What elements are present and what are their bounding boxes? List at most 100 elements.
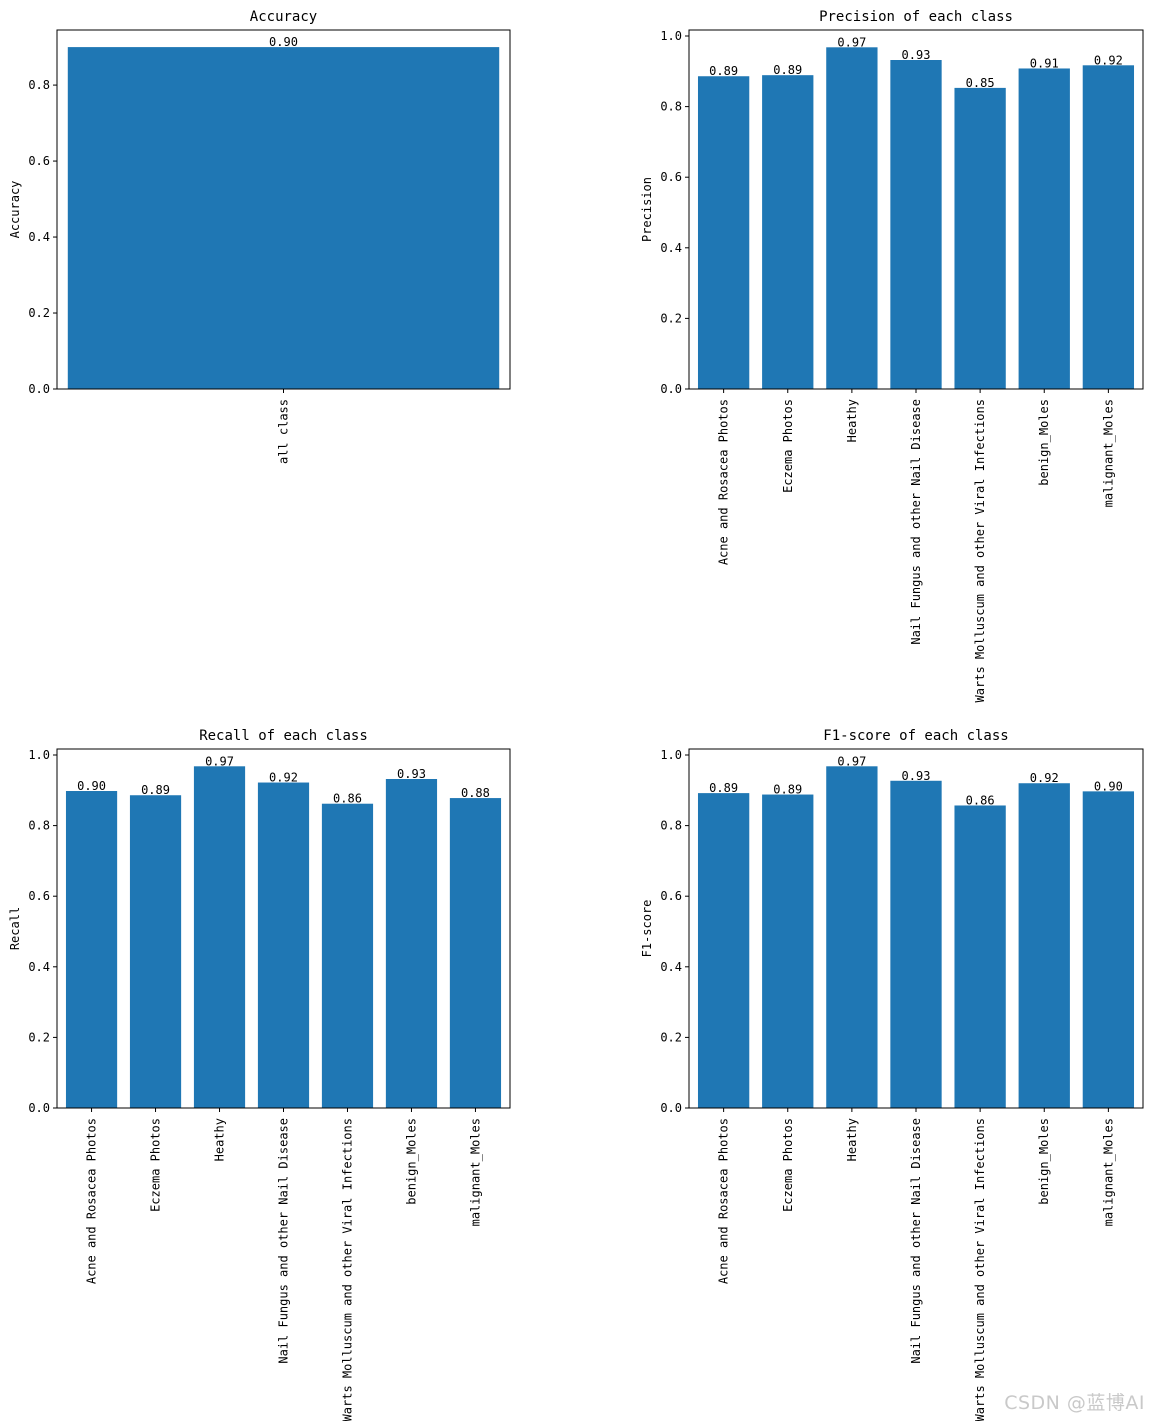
x-tick-label: Acne and Rosacea Photos bbox=[717, 1118, 731, 1284]
chart-panel-3: 0.90 0.89 0.97 0.92 0.86 0.93 0.88 0.0 0.2 0.4 0.6… bbox=[8, 728, 511, 1421]
x-tick-label: Heathy bbox=[845, 399, 859, 442]
y-tick-label: 0.0 bbox=[660, 1101, 682, 1115]
bar bbox=[762, 794, 814, 1108]
x-tick-label: Warts Molluscum and other Viral Infectio… bbox=[340, 1118, 354, 1421]
bar bbox=[954, 805, 1006, 1108]
bar-value-label: 0.89 bbox=[141, 783, 170, 797]
chart-title: F1-score of each class bbox=[823, 728, 1008, 744]
y-tick-label: 0.2 bbox=[660, 311, 682, 325]
bar bbox=[826, 47, 878, 390]
x-tick-label: Nail Fungus and other Nail Disease bbox=[909, 1118, 923, 1364]
y-axis-label: Accuracy bbox=[8, 181, 22, 239]
bar-value-label: 0.88 bbox=[461, 786, 490, 800]
y-axis-label: F1-score bbox=[640, 900, 654, 958]
y-tick-label: 0.8 bbox=[660, 100, 682, 114]
bar-value-label: 0.93 bbox=[397, 767, 426, 781]
y-tick-label: 0.6 bbox=[660, 889, 682, 903]
bar-value-label: 0.90 bbox=[1094, 779, 1123, 793]
y-tick-label: 0.6 bbox=[28, 154, 50, 168]
bar-value-label: 0.89 bbox=[709, 64, 738, 78]
y-tick-label: 0.8 bbox=[660, 819, 682, 833]
bar-value-label: 0.89 bbox=[773, 783, 802, 797]
y-tick-label: 0.8 bbox=[28, 819, 50, 833]
chart-panel-1: 0.90 0.0 0.2 0.4 0.6 0.8 all class Accuracy Accu… bbox=[8, 9, 511, 464]
bar bbox=[321, 803, 374, 1108]
bar-value-label: 0.90 bbox=[77, 779, 106, 793]
bar bbox=[1082, 65, 1135, 390]
y-tick-label: 0.0 bbox=[660, 382, 682, 396]
y-tick-label: 0.0 bbox=[28, 1101, 50, 1115]
x-tick-label: Heathy bbox=[845, 1118, 859, 1161]
bar bbox=[826, 766, 878, 1108]
bar-value-label: 0.85 bbox=[966, 76, 995, 90]
x-tick-label: benign_Moles bbox=[404, 1118, 418, 1205]
bar-value-label: 0.89 bbox=[773, 63, 802, 77]
chart-panel-2: 0.89 0.89 0.97 0.93 0.85 0.91 0.92 0.0 0.2 0.4 0.6… bbox=[640, 9, 1144, 702]
bar bbox=[449, 798, 502, 1108]
y-tick-label: 0.4 bbox=[660, 960, 682, 974]
x-tick-label: malignant_Moles bbox=[1101, 399, 1115, 507]
x-tick-label: malignant_Moles bbox=[1101, 1118, 1115, 1226]
y-tick-label: 1.0 bbox=[660, 748, 682, 762]
chart-title: Precision of each class bbox=[819, 9, 1013, 25]
y-tick-label: 0.8 bbox=[28, 78, 50, 92]
y-tick-label: 0.6 bbox=[28, 889, 50, 903]
bar bbox=[129, 795, 182, 1108]
x-tick-label: benign_Moles bbox=[1037, 1118, 1051, 1205]
bar-value-label: 0.97 bbox=[837, 754, 866, 768]
bar-value-label: 0.92 bbox=[1094, 53, 1123, 67]
bar-value-label: 0.97 bbox=[837, 35, 866, 49]
bar-value-label: 0.86 bbox=[333, 792, 362, 806]
x-tick-label: Acne and Rosacea Photos bbox=[717, 399, 731, 565]
x-tick-label: Acne and Rosacea Photos bbox=[85, 1118, 99, 1284]
y-tick-label: 0.2 bbox=[28, 1030, 50, 1044]
bar bbox=[762, 75, 814, 390]
bar-value-label: 0.92 bbox=[269, 771, 298, 785]
bar bbox=[65, 791, 118, 1108]
y-tick-label: 1.0 bbox=[660, 29, 682, 43]
y-tick-label: 0.0 bbox=[28, 382, 50, 396]
x-tick-label: benign_Moles bbox=[1037, 399, 1051, 486]
x-tick-label: Nail Fungus and other Nail Disease bbox=[909, 399, 923, 645]
x-tick-label: Warts Molluscum and other Viral Infectio… bbox=[973, 399, 987, 702]
y-axis-label: Precision bbox=[640, 177, 654, 242]
bar-value-label: 0.90 bbox=[269, 35, 298, 49]
y-tick-label: 0.2 bbox=[660, 1030, 682, 1044]
bar bbox=[1018, 783, 1070, 1108]
x-tick-label: Warts Molluscum and other Viral Infectio… bbox=[973, 1118, 987, 1421]
bar bbox=[385, 779, 438, 1108]
bar-value-label: 0.92 bbox=[1030, 771, 1059, 785]
x-tick-label: Eczema Photos bbox=[781, 399, 795, 493]
bar bbox=[193, 766, 246, 1108]
watermark-text: CSDN @蓝博AI bbox=[1004, 1392, 1145, 1414]
x-tick-label: Eczema Photos bbox=[781, 1118, 795, 1212]
bar-value-label: 0.93 bbox=[902, 48, 931, 62]
bar-value-label: 0.93 bbox=[902, 769, 931, 783]
x-tick-label: Eczema Photos bbox=[149, 1118, 163, 1212]
chart-title: Recall of each class bbox=[199, 728, 368, 744]
bar-value-label: 0.91 bbox=[1030, 56, 1059, 70]
y-tick-label: 0.4 bbox=[28, 960, 50, 974]
bar bbox=[697, 793, 750, 1108]
x-tick-label: Heathy bbox=[213, 1118, 227, 1161]
bar bbox=[257, 782, 310, 1108]
x-tick-label: all class bbox=[277, 399, 291, 464]
y-tick-label: 0.4 bbox=[660, 241, 682, 255]
chart-title: Accuracy bbox=[250, 9, 317, 25]
bar bbox=[67, 47, 500, 389]
y-axis-label: Recall bbox=[8, 907, 22, 950]
y-tick-label: 0.4 bbox=[28, 230, 50, 244]
bar-value-label: 0.86 bbox=[966, 793, 995, 807]
y-tick-label: 0.2 bbox=[28, 306, 50, 320]
bar-value-label: 0.97 bbox=[205, 754, 234, 768]
x-tick-label: malignant_Moles bbox=[468, 1118, 482, 1226]
bar-value-label: 0.89 bbox=[709, 781, 738, 795]
y-tick-label: 0.6 bbox=[660, 170, 682, 184]
bar bbox=[890, 780, 942, 1108]
bar bbox=[890, 60, 942, 389]
chart-panel-4: 0.89 0.89 0.97 0.93 0.86 0.92 0.90 0.0 0.2 0.4 0.6… bbox=[640, 728, 1144, 1421]
bar bbox=[954, 87, 1006, 389]
bar bbox=[697, 76, 750, 390]
x-tick-label: Nail Fungus and other Nail Disease bbox=[277, 1118, 291, 1364]
